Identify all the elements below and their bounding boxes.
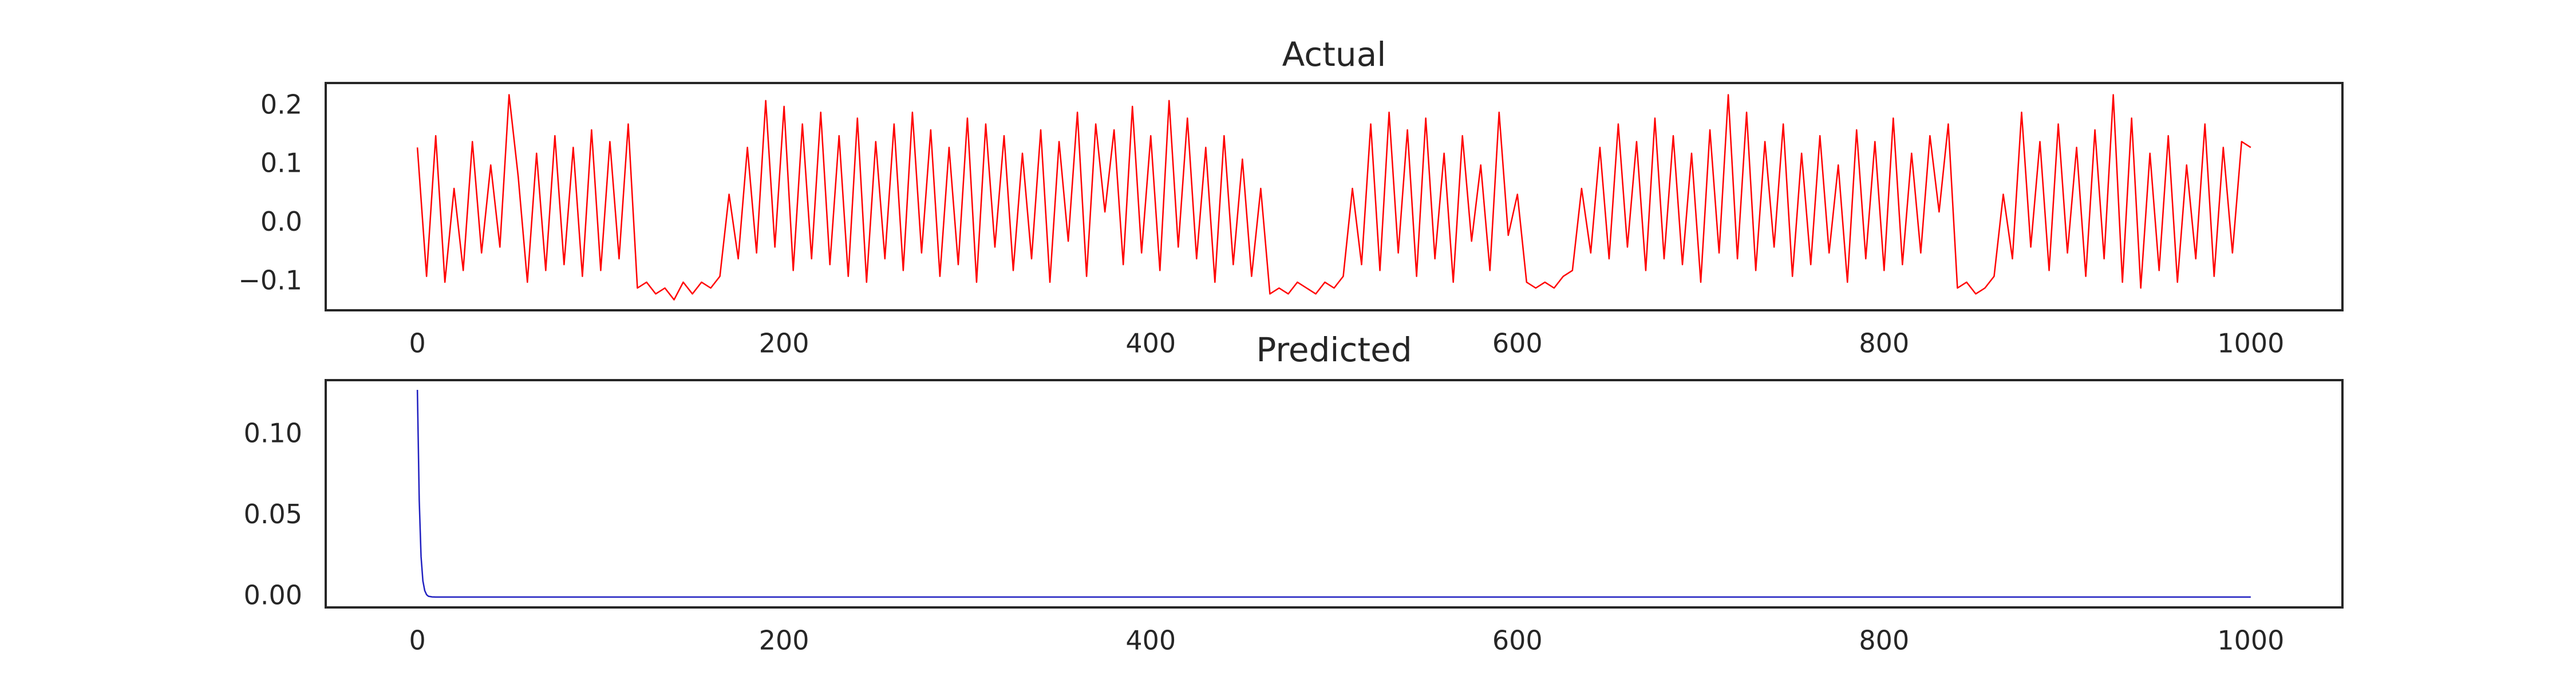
y-tick-label: 0.2 bbox=[260, 89, 302, 120]
x-tick-label: 800 bbox=[1859, 625, 1909, 656]
chart-title: Predicted bbox=[1256, 330, 1412, 369]
x-tick-label: 0 bbox=[409, 625, 425, 656]
x-tick-label: 400 bbox=[1125, 625, 1176, 656]
y-tick-label: −0.1 bbox=[238, 264, 302, 295]
data-line bbox=[416, 389, 2251, 598]
x-tick-label: 800 bbox=[1859, 328, 1909, 359]
y-tick-label: 0.00 bbox=[244, 579, 302, 610]
x-tick-label: 200 bbox=[759, 328, 809, 359]
x-tick-label: 0 bbox=[409, 328, 425, 359]
y-tick-label: 0.05 bbox=[244, 499, 302, 530]
x-tick-label: 600 bbox=[1492, 328, 1543, 359]
y-tick-label: 0.1 bbox=[260, 148, 302, 179]
axes-frame bbox=[325, 379, 2344, 609]
axes-frame bbox=[325, 82, 2344, 311]
x-tick-label: 1000 bbox=[2217, 328, 2284, 359]
x-tick-label: 400 bbox=[1125, 328, 1176, 359]
x-tick-label: 1000 bbox=[2217, 625, 2284, 656]
chart-title: Actual bbox=[1282, 35, 1386, 74]
data-line bbox=[416, 94, 2251, 301]
x-tick-label: 600 bbox=[1492, 625, 1543, 656]
y-tick-label: 0.0 bbox=[260, 206, 302, 237]
y-tick-label: 0.10 bbox=[244, 418, 302, 449]
x-tick-label: 200 bbox=[759, 625, 809, 656]
